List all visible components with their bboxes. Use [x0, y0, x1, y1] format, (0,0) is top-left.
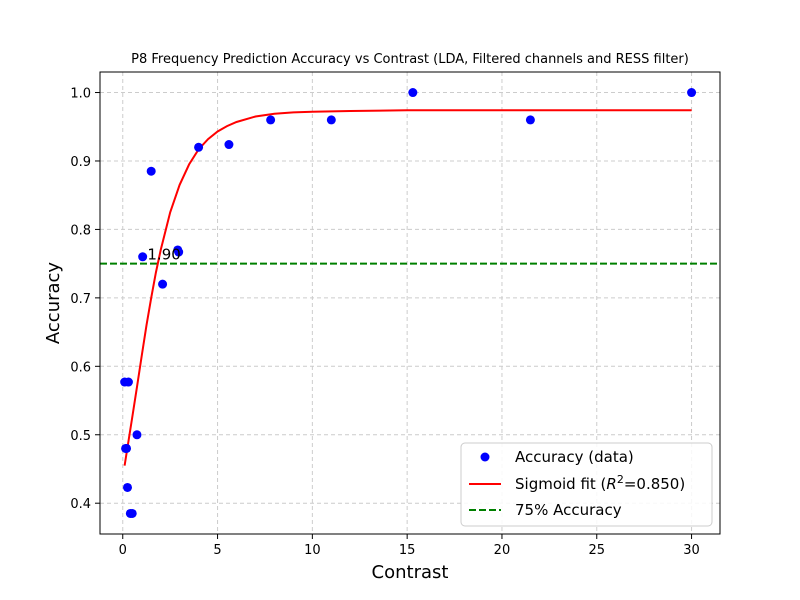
data-point: [194, 142, 204, 152]
data-point: [122, 443, 132, 453]
data-point: [146, 166, 156, 176]
y-tick-label: 0.7: [70, 292, 91, 307]
legend-label-threshold: 75% Accuracy: [515, 501, 622, 519]
legend-box: [460, 442, 713, 527]
x-tick-label: 5: [213, 543, 221, 558]
data-point: [123, 377, 133, 387]
y-tick-label: 0.5: [70, 429, 91, 444]
y-tick-label: 0.4: [70, 497, 91, 512]
x-tick-label: 15: [399, 543, 416, 558]
y-tick-label: 0.6: [70, 360, 91, 375]
data-point: [326, 115, 336, 125]
x-tick-label: 20: [494, 543, 511, 558]
data-point: [158, 279, 168, 289]
data-point: [266, 115, 276, 125]
data-point: [687, 88, 697, 98]
data-point: [525, 115, 535, 125]
sigmoid-fit-line: [123, 109, 692, 466]
y-tick-label: 0.8: [70, 223, 91, 238]
x-tick-label: 0: [119, 543, 127, 558]
data-point: [224, 140, 234, 150]
data-point: [174, 247, 184, 257]
data-point: [138, 252, 148, 262]
legend-marker-scatter: [480, 452, 490, 462]
y-tick-label: 0.9: [70, 155, 91, 170]
legend-label-data: Accuracy (data): [515, 448, 634, 466]
series-layer: 1.90: [100, 88, 720, 518]
data-point: [132, 430, 142, 440]
legend: Accuracy (data) Sigmoid fit (R2=0.850) 75%…: [460, 442, 713, 527]
x-tick-label: 30: [683, 543, 700, 558]
y-axis-label: Accuracy: [43, 262, 64, 345]
legend-label-fit: Sigmoid fit (R2=0.850): [515, 473, 685, 493]
data-point: [127, 508, 137, 518]
chart-title: P8 Frequency Prediction Accuracy vs Cont…: [131, 52, 689, 67]
axis-layer: 0 5 10 15 20 25 30 0.4 0.5 0.6 0.7 0.8 0.9 1.0: [70, 87, 700, 558]
x-axis-label: Contrast: [372, 562, 449, 583]
x-tick-label: 25: [588, 543, 605, 558]
data-point: [408, 88, 418, 98]
data-point: [122, 482, 132, 492]
plot-frame: [99, 71, 721, 535]
point-annotation: 1.90: [147, 245, 180, 263]
y-tick-label: 1.0: [70, 87, 91, 102]
x-tick-label: 10: [304, 543, 321, 558]
